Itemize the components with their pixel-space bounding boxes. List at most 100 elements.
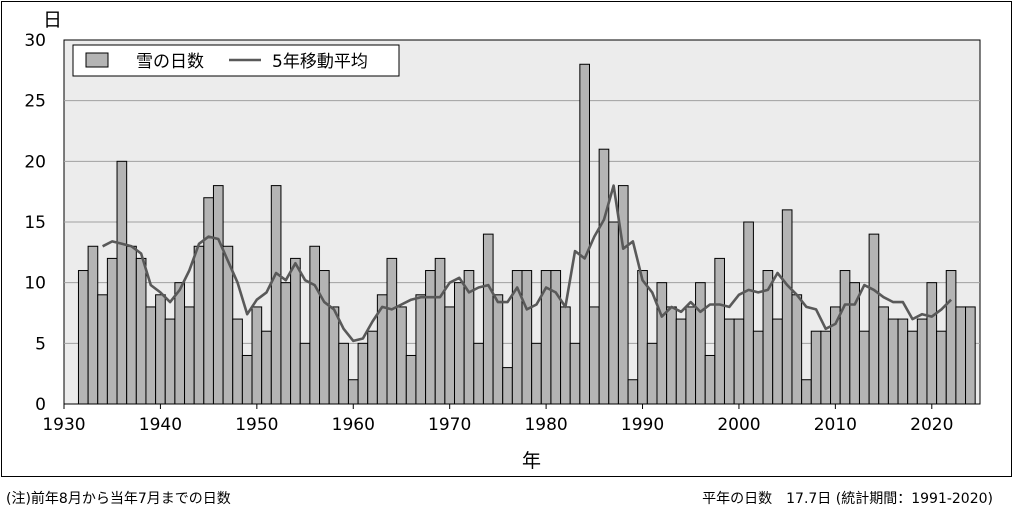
bar-1932: [77, 270, 89, 405]
y-tick-label: 25: [24, 92, 46, 112]
bar-2000: [733, 318, 745, 405]
bar-1974: [482, 233, 494, 405]
bar-1999: [723, 318, 735, 405]
bar-2001: [743, 221, 754, 405]
bar-1934: [97, 294, 108, 405]
bar-1982: [560, 306, 571, 405]
normal-value-note: 平年の日数 17.7日 (統計期間：1991-2020): [702, 491, 993, 507]
y-tick-label: 10: [24, 274, 46, 294]
y-tick-label: 20: [24, 152, 46, 172]
legend-bar-swatch: [85, 52, 109, 68]
x-axis-label: 年: [522, 450, 541, 472]
x-tick-label: 1980: [524, 415, 567, 435]
bar-2013: [858, 330, 870, 405]
x-axis-ticks: 1930 1940 1950 1960 1970 1980 1990 2000 2010 2020: [42, 404, 953, 435]
bar-1983: [569, 342, 581, 405]
legend-bar-label: 雪の日数: [136, 52, 204, 72]
bar-1996: [695, 282, 706, 405]
snow-days-chart: 0 5 10 15 20 25 30 1930 1940 1950 1960 1970 1980 199…: [24, 9, 981, 472]
bar-2019: [916, 318, 928, 405]
chart-frame: [1, 1, 1012, 477]
bar-1992: [656, 282, 668, 405]
y-tick-label: 30: [24, 31, 46, 51]
bar-1993: [666, 306, 677, 405]
bar-1955: [299, 342, 311, 405]
bar-1965: [396, 306, 407, 405]
x-tick-label: 1950: [235, 415, 278, 435]
bar-1942: [174, 282, 186, 405]
bar-1967: [415, 294, 427, 405]
bar-2005: [781, 209, 793, 405]
bar-1957: [319, 270, 330, 405]
bar-1973: [473, 342, 484, 405]
bar-2002: [752, 330, 764, 405]
bar-2009: [820, 330, 832, 405]
bar-1969: [434, 257, 446, 405]
x-tick-label: 1930: [42, 415, 85, 435]
bar-1964: [386, 257, 398, 405]
bar-1990: [637, 270, 648, 405]
bar-1997: [704, 354, 716, 405]
bar-2018: [907, 330, 918, 405]
x-tick-label: 1960: [332, 415, 375, 435]
bar-1950: [251, 306, 263, 405]
bar-1984: [579, 63, 590, 405]
x-tick-label: 1970: [428, 415, 471, 435]
bar-1943: [184, 306, 195, 405]
bar-1952: [270, 185, 282, 405]
bar-2006: [791, 294, 803, 405]
bar-1954: [290, 257, 301, 405]
legend: 雪の日数 5年移動平均: [72, 44, 400, 77]
bar-2024: [965, 306, 976, 405]
bar-1985: [588, 306, 600, 405]
bar-2008: [810, 330, 822, 405]
bar-2016: [887, 318, 899, 405]
bar-1953: [280, 282, 292, 405]
bar-1945: [203, 197, 214, 405]
footnote: (注)前年8月から当年7月までの日数: [6, 491, 231, 507]
bar-1971: [454, 282, 465, 405]
bar-1975: [492, 294, 504, 405]
bar-2023: [955, 306, 967, 405]
y-tick-label: 15: [24, 213, 46, 233]
y-tick-label: 0: [35, 395, 46, 415]
bar-1946: [212, 185, 224, 405]
bar-1968: [425, 270, 436, 405]
bar-1958: [328, 306, 340, 405]
bar-1951: [261, 330, 272, 405]
bar-1937: [126, 245, 137, 405]
bar-2004: [772, 318, 783, 405]
bar-2020: [926, 282, 938, 405]
bar-1939: [145, 306, 157, 405]
bar-1959: [338, 342, 349, 405]
bar-1944: [193, 245, 205, 405]
bar-1966: [405, 354, 417, 405]
bar-1976: [502, 367, 513, 405]
x-tick-label: 2020: [910, 415, 953, 435]
x-tick-label: 1940: [139, 415, 182, 435]
bar-2015: [878, 306, 889, 405]
bar-2022: [945, 270, 957, 405]
bar-1935: [106, 257, 118, 405]
y-axis-label: 日: [43, 9, 62, 31]
bar-1962: [367, 330, 378, 405]
bar-2011: [839, 270, 851, 405]
bar-2017: [897, 318, 909, 405]
bar-1956: [309, 245, 321, 405]
x-tick-label: 2000: [717, 415, 760, 435]
y-axis-ticks: 0 5 10 15 20 25 30: [24, 31, 46, 415]
bar-1978: [521, 270, 533, 405]
bar-1991: [646, 342, 658, 405]
bar-1960: [347, 379, 359, 405]
bar-series: [77, 63, 976, 405]
bar-1998: [714, 257, 725, 405]
y-tick-label: 5: [35, 334, 46, 354]
bar-1940: [155, 294, 166, 405]
bar-1941: [164, 318, 176, 405]
bar-1938: [135, 257, 147, 405]
bar-1933: [87, 245, 99, 405]
bar-1994: [675, 318, 687, 405]
bar-1936: [116, 160, 128, 405]
moving-average-line: [102, 184, 953, 343]
legend-line-label: 5年移動平均: [272, 52, 368, 72]
